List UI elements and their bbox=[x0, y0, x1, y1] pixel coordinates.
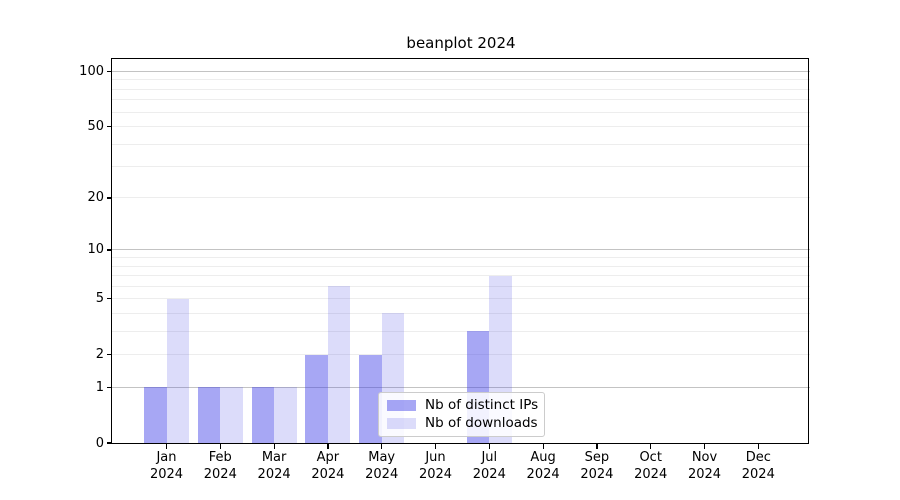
legend-swatch-downloads bbox=[387, 418, 416, 429]
y-tick-mark-5 bbox=[107, 298, 112, 300]
x-tick-label-apr: Apr 2024 bbox=[311, 450, 345, 482]
gridline-minor-40 bbox=[112, 143, 810, 145]
bar-may-distinct-ips bbox=[359, 354, 382, 443]
chart-title: beanplot 2024 bbox=[406, 34, 516, 52]
y-tick-mark-2 bbox=[107, 353, 112, 356]
x-tick-label-jun: Jun 2024 bbox=[418, 450, 453, 482]
x-tick-label-sep: Sep 2024 bbox=[580, 450, 614, 482]
gridline-minor-9 bbox=[112, 257, 810, 259]
y-tick-label-1: 1 bbox=[95, 379, 104, 395]
y-tick-mark-100 bbox=[107, 70, 112, 73]
x-tick-label-jul: Jul 2024 bbox=[472, 450, 506, 482]
x-tick-label-nov: Nov 2024 bbox=[687, 450, 722, 482]
x-tick-mark-jul bbox=[488, 444, 490, 449]
legend-label-downloads: Nb of downloads bbox=[425, 415, 538, 431]
gridline-minor-70 bbox=[112, 99, 810, 101]
x-tick-mark-jan bbox=[165, 444, 168, 449]
x-tick-label-may: May 2024 bbox=[365, 450, 399, 482]
bar-apr-distinct-ips bbox=[305, 354, 328, 443]
gridline-minor-30 bbox=[112, 166, 810, 168]
y-tick-label-100: 100 bbox=[79, 64, 104, 80]
x-tick-mark-may bbox=[381, 444, 383, 449]
legend-item-distinct-ips: Nb of distinct IPs bbox=[387, 397, 539, 413]
y-tick-mark-50 bbox=[107, 125, 112, 128]
x-tick-mark-nov bbox=[703, 444, 706, 449]
bar-feb-downloads bbox=[220, 387, 243, 443]
y-tick-label-5: 5 bbox=[95, 291, 104, 307]
bar-mar-distinct-ips bbox=[251, 387, 275, 443]
y-tick-label-10: 10 bbox=[87, 242, 104, 258]
x-tick-label-mar: Mar 2024 bbox=[257, 450, 291, 482]
gridline-minor-3 bbox=[112, 330, 810, 332]
legend-label-distinct-ips: Nb of distinct IPs bbox=[425, 397, 539, 413]
gridline-minor-7 bbox=[112, 275, 810, 277]
y-tick-mark-10 bbox=[107, 249, 112, 251]
gridline-major-1 bbox=[112, 386, 810, 388]
legend-swatch-distinct-ips bbox=[387, 400, 416, 411]
x-tick-mark-mar bbox=[273, 444, 275, 449]
x-tick-mark-aug bbox=[542, 444, 544, 449]
x-tick-mark-sep bbox=[596, 444, 598, 449]
x-tick-mark-dec bbox=[757, 444, 759, 449]
x-tick-mark-jun bbox=[434, 444, 437, 449]
x-tick-label-oct: Oct 2024 bbox=[634, 450, 668, 482]
legend: Nb of distinct IPs Nb of downloads bbox=[378, 392, 545, 437]
gridline-minor-80 bbox=[112, 88, 810, 90]
x-tick-label-feb: Feb 2024 bbox=[203, 450, 237, 482]
y-tick-label-20: 20 bbox=[87, 190, 104, 206]
gridline-minor-8 bbox=[112, 265, 810, 267]
y-tick-mark-20 bbox=[107, 197, 112, 199]
y-tick-label-0: 0 bbox=[95, 435, 104, 451]
gridline-minor-20 bbox=[112, 197, 810, 199]
x-tick-mark-oct bbox=[650, 444, 652, 449]
legend-item-downloads: Nb of downloads bbox=[387, 415, 538, 431]
bar-jan-distinct-ips bbox=[144, 387, 167, 443]
bar-mar-downloads bbox=[274, 387, 297, 443]
y-tick-label-50: 50 bbox=[87, 119, 104, 135]
y-tick-mark-0 bbox=[107, 442, 112, 444]
x-tick-label-jan: Jan 2024 bbox=[149, 450, 184, 482]
gridline-minor-4 bbox=[112, 312, 810, 314]
gridline-minor-6 bbox=[112, 285, 810, 287]
bar-feb-distinct-ips bbox=[197, 387, 221, 443]
gridline-minor-50 bbox=[112, 126, 810, 128]
bar-jan-downloads bbox=[166, 298, 189, 443]
gridline-minor-5 bbox=[112, 298, 810, 300]
x-tick-label-aug: Aug 2024 bbox=[526, 450, 560, 482]
gridline-minor-2 bbox=[112, 354, 810, 356]
gridline-major-10 bbox=[112, 249, 810, 251]
x-tick-mark-apr bbox=[327, 444, 329, 449]
y-tick-mark-1 bbox=[107, 386, 112, 388]
bar-apr-downloads bbox=[327, 286, 351, 443]
gridline-minor-90 bbox=[112, 79, 810, 81]
x-tick-mark-feb bbox=[219, 444, 221, 449]
gridline-minor-60 bbox=[112, 111, 810, 113]
x-tick-label-dec: Dec 2024 bbox=[741, 450, 775, 482]
gridline-major-100 bbox=[112, 70, 810, 72]
y-tick-label-2: 2 bbox=[95, 347, 104, 363]
